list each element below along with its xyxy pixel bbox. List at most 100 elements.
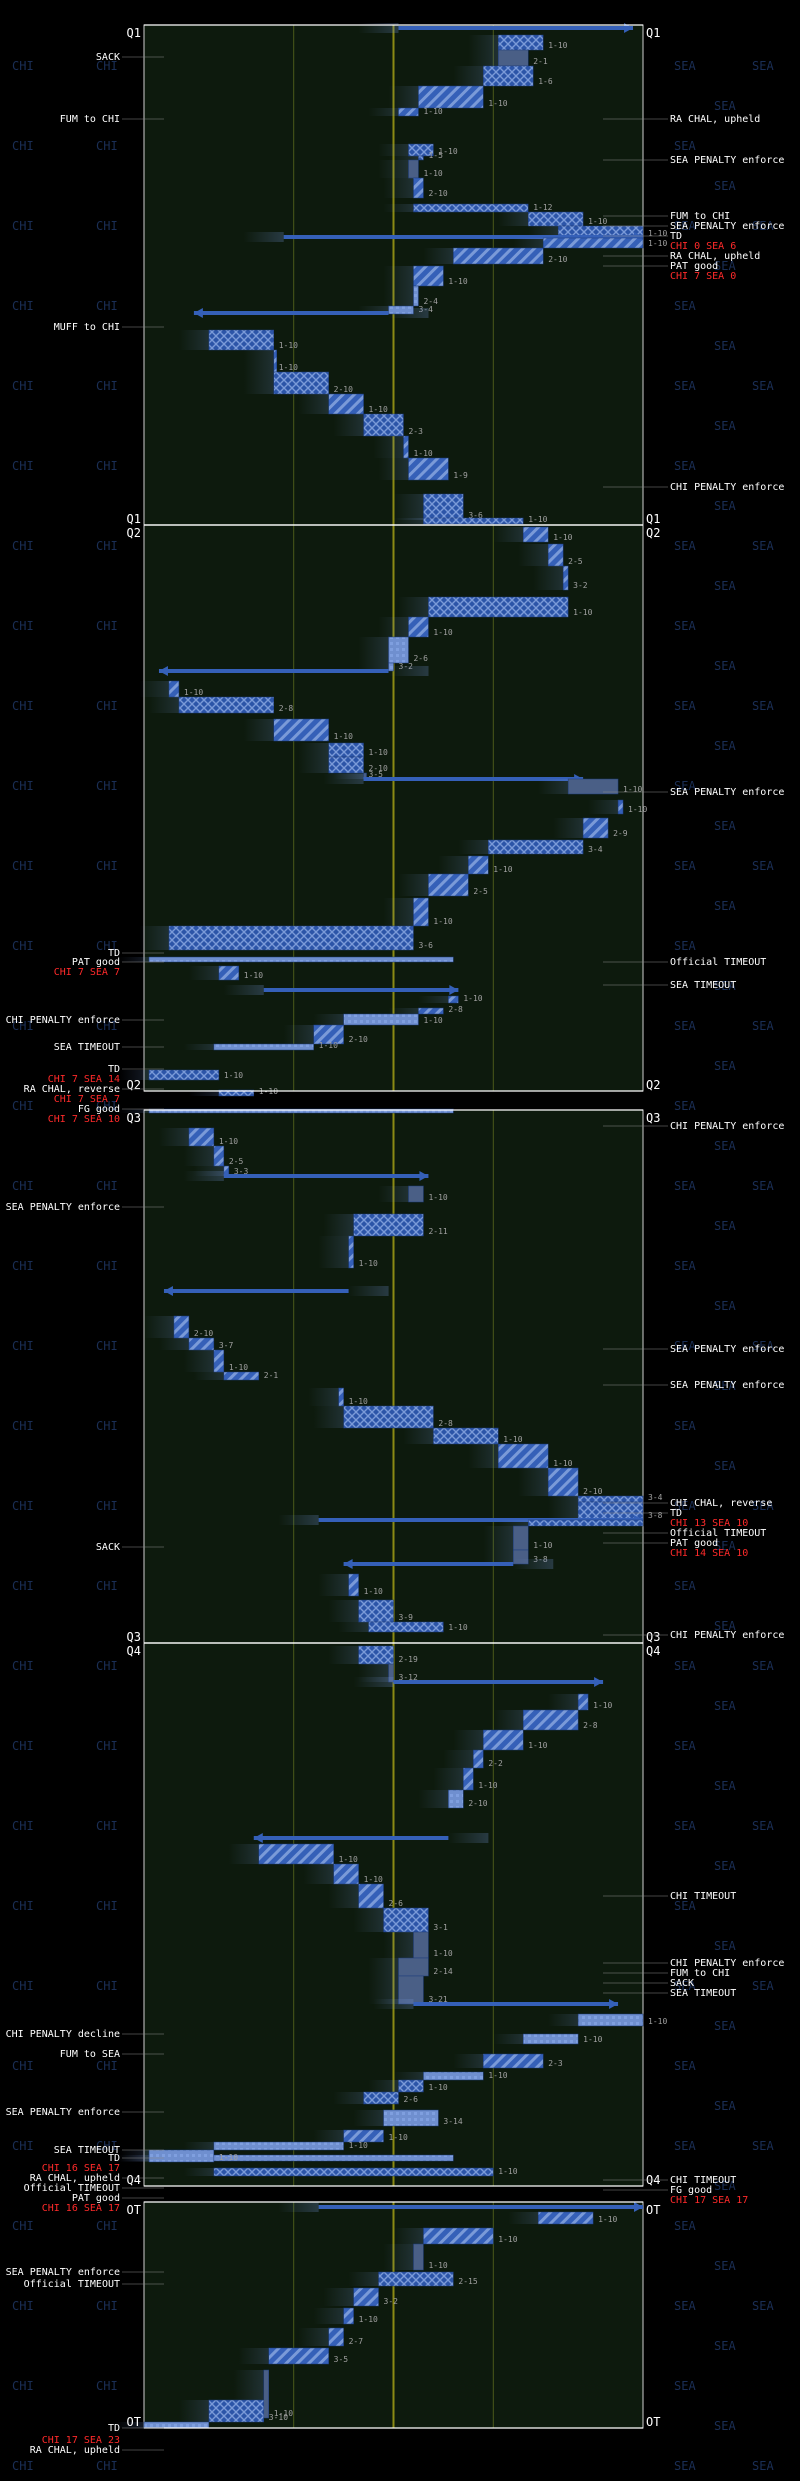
drive-segment [223, 1371, 260, 1381]
drive-segment [413, 285, 419, 307]
drive-trail [223, 985, 264, 995]
drive-fade [443, 1750, 474, 1768]
play-label: 3-12 [399, 1673, 418, 1682]
annotation-left: RA CHAL, upheld [30, 2173, 120, 2184]
annotation-right: Official TIMEOUT [670, 1528, 766, 1539]
annotation-left: TD [108, 1064, 120, 1075]
drive-segment [358, 1599, 394, 1623]
watermark-right: SEA [752, 859, 774, 873]
play-label: 3-2 [384, 2297, 399, 2306]
drive-segment [463, 1767, 474, 1791]
annotation-right: SEA PENALTY enforce [670, 1344, 784, 1355]
play-label: 1-10 [448, 1623, 467, 1632]
drive-segment [428, 596, 569, 618]
drive-segment [338, 1387, 344, 1407]
drive-fade [453, 1730, 484, 1750]
annotation-right: CHI 14 SEA 10 [670, 1548, 748, 1559]
watermark-right: SEA [714, 1139, 736, 1153]
drive-arrowhead [163, 1286, 173, 1296]
drive-segment [313, 1024, 344, 1045]
drive-segment [448, 1789, 464, 1809]
drive-fade [328, 1884, 359, 1908]
play-label: 2-15 [458, 2277, 477, 2286]
watermark-right: SEA [752, 2299, 774, 2313]
watermark-right: SEA [752, 1659, 774, 1673]
drive-fade [183, 1044, 214, 1050]
watermark-left: CHI [96, 2379, 118, 2393]
drive-fade [358, 637, 389, 663]
drive-arrow [393, 1680, 604, 1684]
play-label: 3-10 [269, 2413, 288, 2422]
drive-segment [483, 1729, 524, 1751]
drive-segment [213, 1349, 225, 1373]
drive-fade [393, 494, 424, 520]
annotation-left: CHI 7 SEA 7 [54, 1094, 120, 1105]
play-label: 3-1 [433, 1923, 448, 1932]
watermark-right: SEA [714, 819, 736, 833]
watermark-right: SEA [674, 1659, 696, 1673]
drive-fade [483, 1550, 514, 1564]
drive-segment [562, 565, 569, 591]
drive-fade [453, 66, 484, 86]
drive-fade [118, 1070, 149, 1080]
play-label: 1-10 [229, 1363, 248, 1372]
drive-segment [617, 799, 624, 815]
drive-fade [183, 1350, 214, 1372]
play-label: 2-3 [408, 427, 423, 436]
play-label: 1-10 [274, 2409, 293, 2418]
drive-arrow [158, 669, 389, 673]
drive-segment [513, 1525, 529, 1551]
drive-segment [418, 1007, 444, 1015]
watermark-right: SEA [714, 259, 736, 273]
play-label: 3-8 [648, 1511, 663, 1520]
watermark-right: SEA [714, 1699, 736, 1713]
annotation-right: SEA TIMEOUT [670, 980, 736, 991]
drive-arrow [343, 1562, 514, 1566]
drive-fade [483, 1526, 514, 1550]
drive-segment [363, 2091, 399, 2105]
play-label: 2-3 [548, 2059, 563, 2068]
drive-segment [333, 1863, 359, 1885]
watermark-right: SEA [714, 499, 736, 513]
annotation-right: FG good [670, 2185, 712, 2196]
play-label: 2-8 [279, 704, 294, 713]
watermark-right: SEA [674, 459, 696, 473]
watermark-left: CHI [12, 459, 34, 473]
drive-segment [577, 1693, 589, 1711]
watermark-left: CHI [12, 1499, 34, 1513]
drive-fade [178, 330, 209, 350]
watermark-left: CHI [96, 2219, 118, 2233]
drive-trail [323, 774, 364, 784]
play-label: 2-10 [583, 1487, 602, 1496]
drive-segment [423, 2071, 484, 2081]
play-label: 2-5 [229, 1157, 244, 1166]
drive-segment [168, 680, 180, 698]
drive-trail [388, 666, 429, 676]
drive-fade [373, 436, 404, 458]
drive-trail [353, 1677, 394, 1687]
play-label: 3-21 [428, 1995, 447, 2004]
drive-fade [398, 874, 429, 896]
watermark-left: CHI [96, 59, 118, 73]
drive-fade [383, 178, 414, 198]
annotation-right: CHI PENALTY enforce [670, 482, 784, 493]
drive-fade [114, 2422, 144, 2428]
drive-fade [548, 1496, 579, 1502]
quarter-label: Q1 [646, 512, 660, 526]
drive-trail [183, 1171, 224, 1181]
drive-segment [448, 995, 459, 1004]
watermark-right: SEA [674, 1419, 696, 1433]
play-label: 2-6 [403, 2095, 418, 2104]
annotation-left: FG good [78, 1104, 120, 1115]
annotation-left: CHI 17 SEA 23 [42, 2435, 120, 2446]
drive-fade [183, 2168, 214, 2176]
drive-trail [358, 23, 399, 33]
play-label: 1-10 [463, 994, 482, 1003]
play-label: 1-10 [219, 1137, 238, 1146]
drive-segment [383, 2109, 439, 2127]
watermark-left: CHI [12, 59, 34, 73]
watermark-left: CHI [12, 2139, 34, 2153]
play-label: 1-10 [423, 107, 442, 116]
annotation-right: CHI 13 SEA 10 [670, 1518, 748, 1529]
